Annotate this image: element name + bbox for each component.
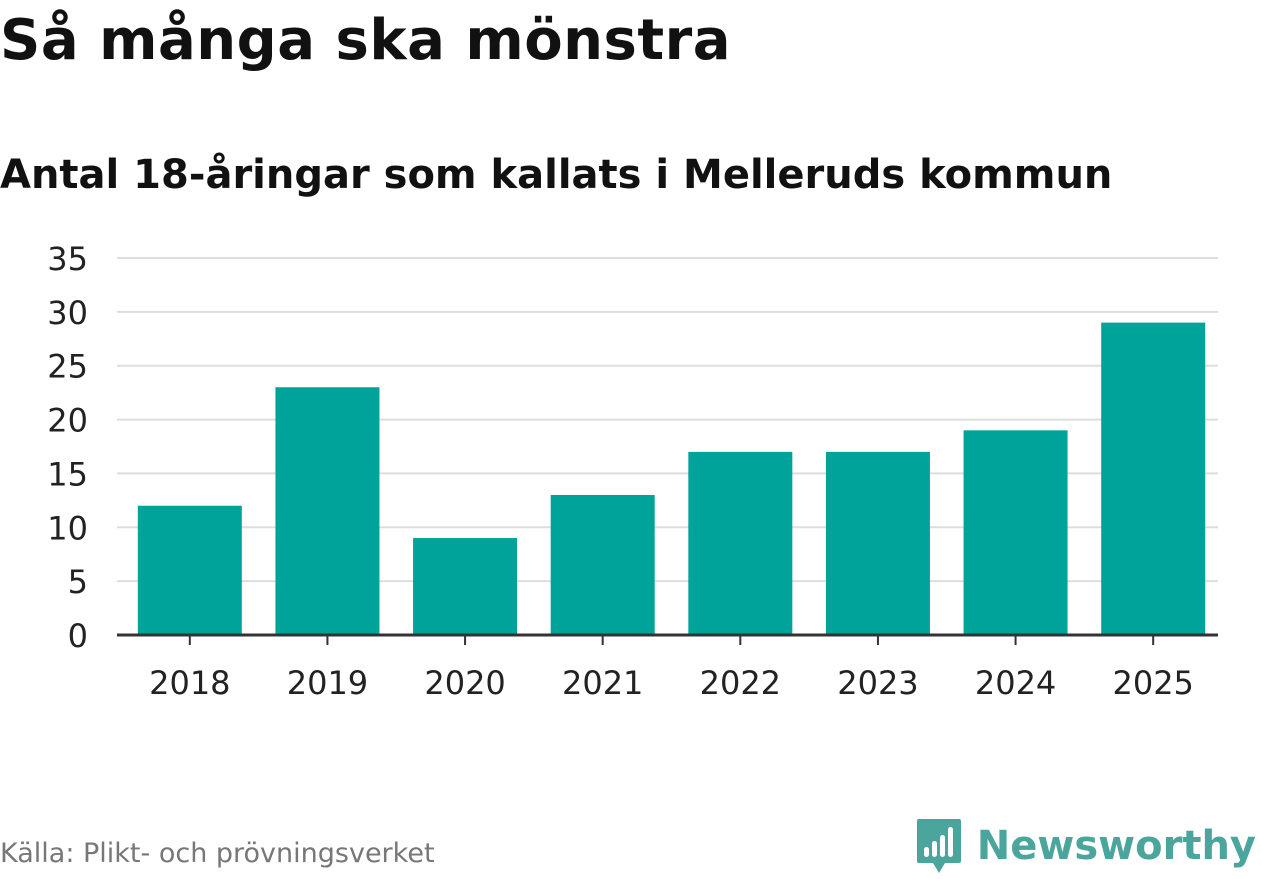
y-tick-label: 15 [47, 455, 88, 493]
chart-title: Så många ska mönstra [0, 8, 732, 73]
brand-logo: Newsworthy [915, 818, 1256, 874]
x-tick-label: 2020 [424, 664, 505, 702]
y-tick-label: 30 [47, 294, 88, 332]
y-tick-label: 25 [47, 348, 88, 386]
bar-2024 [963, 430, 1068, 635]
bar-2020 [413, 538, 518, 635]
y-tick-label: 5 [68, 563, 88, 601]
bar-2022 [688, 451, 793, 635]
y-tick-label: 20 [47, 402, 88, 440]
chart-subtitle: Antal 18-åringar som kallats i Melleruds… [0, 152, 1113, 198]
newsworthy-logo-icon [916, 819, 961, 873]
y-tick-label: 10 [47, 509, 88, 547]
x-tick-label: 2024 [975, 664, 1056, 702]
source-note: Källa: Plikt- och prövningsverket [0, 838, 435, 869]
x-tick-label: 2019 [287, 664, 368, 702]
x-tick-label: 2022 [700, 664, 781, 702]
bar-2019 [275, 387, 380, 635]
x-tick-label: 2023 [837, 664, 918, 702]
x-tick-label: 2021 [562, 664, 643, 702]
bar-2021 [550, 494, 655, 635]
x-tick-label: 2018 [149, 664, 230, 702]
bar-2025 [1101, 322, 1206, 635]
y-tick-label: 35 [47, 240, 88, 278]
bar-2023 [825, 451, 930, 635]
bar-2018 [137, 505, 242, 635]
x-tick-label: 2025 [1112, 664, 1193, 702]
brand-name: Newsworthy [976, 823, 1256, 869]
y-tick-label: 0 [68, 617, 88, 655]
